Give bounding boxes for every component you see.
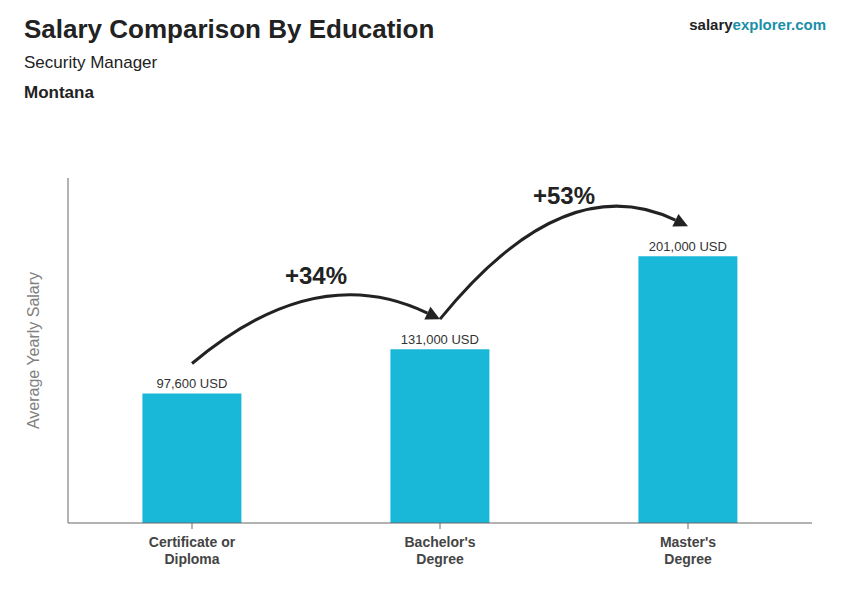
html-text:Salary Comparison By Education: Salary Comparison By Education xyxy=(24,14,435,44)
html-text:Montana: Montana xyxy=(24,83,94,102)
svg-text:+34%: +34% xyxy=(285,262,347,289)
html-text:Security Manager: Security Manager xyxy=(24,53,158,72)
svg-text:97,600 USD: 97,600 USD xyxy=(156,376,227,391)
html-text:salary explorer.com: salary explorer.com xyxy=(689,16,826,33)
svg-text:201,000 USD: 201,000 USD xyxy=(649,239,727,254)
svg-text:Master'sDegree: Master'sDegree xyxy=(660,534,716,567)
svg-text:+53%: +53% xyxy=(533,182,595,209)
svg-text:Average Yearly Salary: Average Yearly Salary xyxy=(25,272,42,429)
svg-text:Certificate orDiploma: Certificate orDiploma xyxy=(149,534,236,567)
svg-text:131,000 USD: 131,000 USD xyxy=(401,332,479,347)
svg-text:Bachelor'sDegree: Bachelor'sDegree xyxy=(404,534,475,567)
